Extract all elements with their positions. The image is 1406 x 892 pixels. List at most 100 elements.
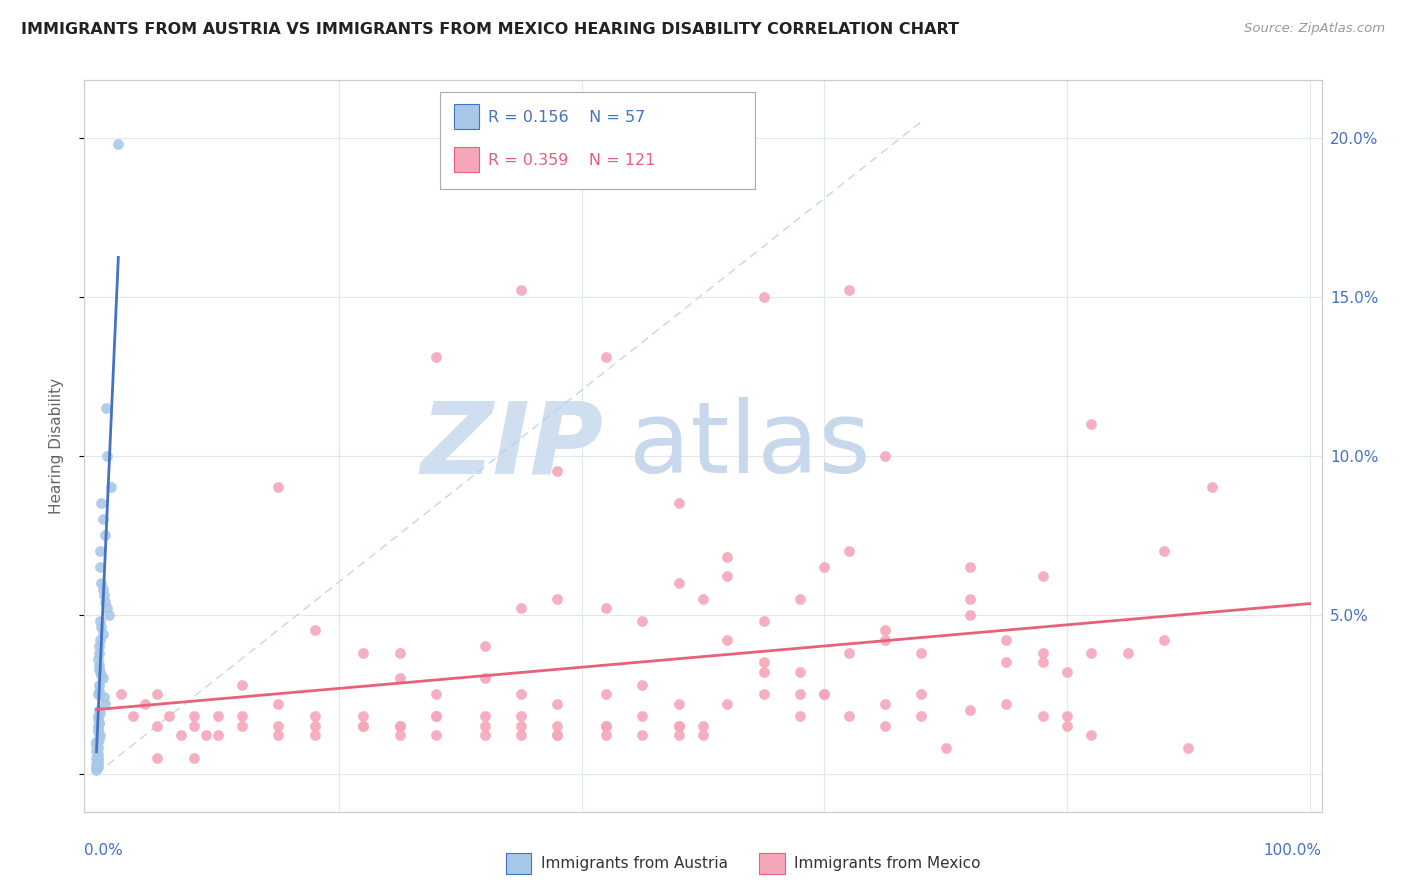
Point <box>668 728 690 742</box>
Point <box>546 728 568 742</box>
Text: Immigrants from Mexico: Immigrants from Mexico <box>794 856 981 871</box>
Point <box>789 665 811 679</box>
Point <box>752 665 775 679</box>
Point <box>752 614 775 628</box>
Point <box>474 671 496 685</box>
Point <box>716 550 738 565</box>
Point <box>89 706 111 720</box>
Point <box>96 401 118 415</box>
Point <box>231 719 253 733</box>
Point <box>90 575 112 590</box>
Text: R = 0.359    N = 121: R = 0.359 N = 121 <box>488 153 655 168</box>
Point <box>86 738 108 752</box>
Point <box>86 719 108 733</box>
Point <box>304 709 326 723</box>
Point <box>838 544 860 558</box>
Point <box>510 687 533 701</box>
Text: atlas: atlas <box>628 398 870 494</box>
Point <box>474 709 496 723</box>
Point <box>267 719 290 733</box>
Point <box>668 719 690 733</box>
Text: Immigrants from Austria: Immigrants from Austria <box>541 856 728 871</box>
Point <box>90 496 112 510</box>
Point <box>510 283 533 297</box>
Point <box>86 754 108 768</box>
Point <box>631 677 654 691</box>
Point <box>86 757 108 772</box>
Point <box>959 591 981 606</box>
Point <box>146 687 169 701</box>
Text: 0.0%: 0.0% <box>84 843 124 858</box>
Point <box>1032 655 1054 669</box>
Point <box>86 741 108 756</box>
Point <box>134 697 156 711</box>
Point <box>89 614 111 628</box>
Point <box>910 646 932 660</box>
Point <box>595 719 617 733</box>
Point <box>873 632 896 647</box>
Point <box>146 719 169 733</box>
Point <box>86 713 108 727</box>
Point <box>510 719 533 733</box>
Point <box>474 719 496 733</box>
Point <box>96 601 118 615</box>
Point <box>267 728 290 742</box>
Point <box>1032 569 1054 583</box>
Point <box>959 703 981 717</box>
Point <box>157 709 180 723</box>
Point <box>87 662 110 676</box>
Point <box>425 709 447 723</box>
Point <box>910 709 932 723</box>
Point <box>510 709 533 723</box>
Point <box>716 632 738 647</box>
Point <box>267 697 290 711</box>
Point <box>935 741 957 756</box>
Point <box>873 449 896 463</box>
Point <box>87 703 110 717</box>
Point <box>87 731 110 746</box>
Point <box>89 632 111 647</box>
Point <box>86 747 108 762</box>
Point <box>352 709 374 723</box>
Point <box>668 697 690 711</box>
Point <box>86 750 108 764</box>
Point <box>87 684 110 698</box>
Point <box>146 750 169 764</box>
Point <box>170 728 193 742</box>
Point <box>631 728 654 742</box>
Point <box>352 719 374 733</box>
Point <box>546 591 568 606</box>
Point <box>910 687 932 701</box>
Point <box>87 646 110 660</box>
Point <box>91 512 114 526</box>
Point <box>388 671 411 685</box>
Point <box>94 595 117 609</box>
Point <box>546 697 568 711</box>
Point <box>995 697 1018 711</box>
Point <box>1080 728 1102 742</box>
Text: Source: ZipAtlas.com: Source: ZipAtlas.com <box>1244 22 1385 36</box>
Point <box>425 687 447 701</box>
Point <box>207 709 229 723</box>
Point <box>231 709 253 723</box>
Point <box>595 601 617 615</box>
Point <box>352 719 374 733</box>
Point <box>89 544 111 558</box>
Point <box>595 350 617 364</box>
Point <box>388 646 411 660</box>
Point <box>752 655 775 669</box>
Point <box>183 709 205 723</box>
Text: R = 0.156    N = 57: R = 0.156 N = 57 <box>488 110 645 125</box>
Point <box>304 719 326 733</box>
Point <box>267 480 290 494</box>
Point <box>1201 480 1223 494</box>
Point <box>546 465 568 479</box>
Point <box>90 668 112 682</box>
Point <box>352 646 374 660</box>
Point <box>231 677 253 691</box>
Point <box>692 719 714 733</box>
Text: IMMIGRANTS FROM AUSTRIA VS IMMIGRANTS FROM MEXICO HEARING DISABILITY CORRELATION: IMMIGRANTS FROM AUSTRIA VS IMMIGRANTS FR… <box>21 22 959 37</box>
Point <box>1032 646 1054 660</box>
Point <box>631 709 654 723</box>
Point <box>546 728 568 742</box>
